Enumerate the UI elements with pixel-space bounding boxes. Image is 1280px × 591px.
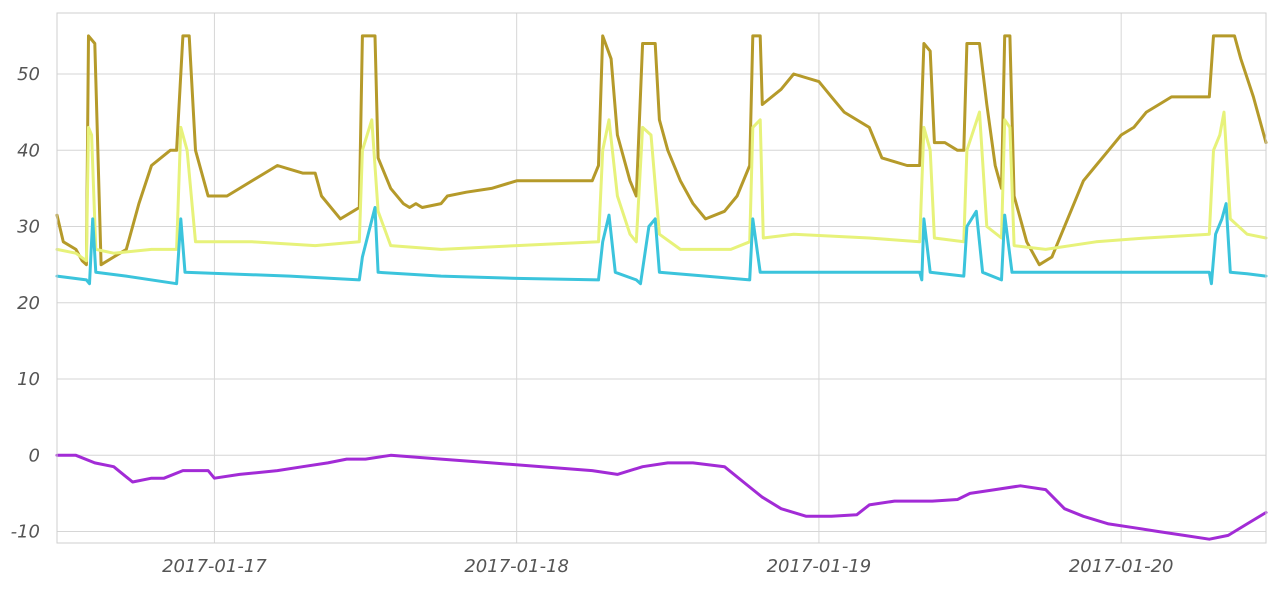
y-axis: -10 0 10 20 30 40 50 [11,64,40,543]
y-tick-label: 30 [17,217,40,238]
x-tick-label: 2017-01-19 [767,556,872,577]
y-tick-label: 20 [17,293,40,314]
series-group [55,34,1268,541]
plot-area-border [56,12,1267,544]
y-tick-label: -10 [11,522,40,543]
series-line-2 [55,110,1268,263]
x-axis: 2017-01-17 2017-01-18 2017-01-19 2017-01-20 [162,556,1173,577]
x-tick-label: 2017-01-18 [464,556,569,577]
y-tick-label: 0 [29,445,40,466]
series-line-4 [55,453,1268,541]
x-tick-label: 2017-01-17 [162,556,267,577]
y-tick-label: 40 [17,140,40,161]
series-line-3 [55,202,1268,286]
y-tick-label: 10 [17,369,40,390]
grid [57,13,1266,543]
x-tick-label: 2017-01-20 [1069,556,1174,577]
series-line-1 [55,34,1268,267]
y-tick-label: 50 [17,64,40,85]
